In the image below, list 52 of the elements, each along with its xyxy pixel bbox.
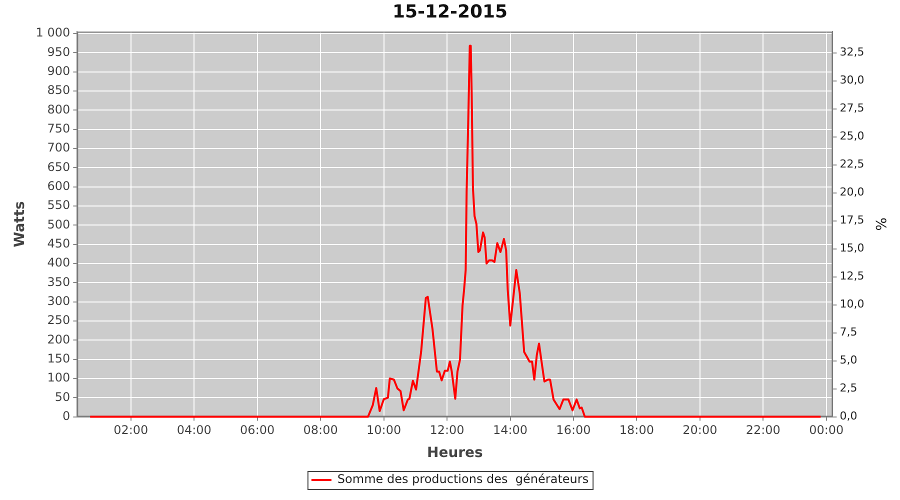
y-tick-label: 750 [47,121,70,136]
y-tick-label: 650 [47,160,70,174]
y-tick-label: 400 [47,256,70,270]
y2-tick-label: 7,5 [840,326,858,339]
y2-axis-title: % [872,218,888,231]
y-tick-label: 600 [47,178,70,193]
x-tick-label: 16:00 [556,423,591,438]
y-tick-label: 450 [47,236,70,250]
x-tick-label: 04:00 [176,423,212,438]
y-tick-label: 1 000 [36,26,70,40]
y-tick-label: 500 [47,217,70,232]
chart-title: 15-12-2015 [392,1,508,22]
y-tick-label: 100 [47,370,70,385]
x-tick-label: 06:00 [240,423,275,438]
y-tick-label: 250 [47,313,70,328]
x-tick-label: 00:00 [809,423,844,438]
y2-tick-label: 15,0 [840,242,864,255]
y-tick-label: 800 [47,102,70,116]
y2-tick-label: 27,5 [840,102,864,115]
y-tick-label: 700 [47,140,70,155]
y2-tick-label: 25,0 [840,130,864,143]
y2-tick-label: 12,5 [840,270,864,283]
y-tick-label: 900 [47,64,70,78]
x-tick-label: 02:00 [114,423,148,438]
y-tick-label: 950 [47,44,70,59]
y-tick-label: 50 [54,390,70,404]
y-tick-label: 850 [47,83,70,98]
y2-tick-label: 22,5 [840,158,864,171]
x-tick-label: 10:00 [366,423,402,438]
y-tick-label: 150 [47,351,70,366]
y-tick-label: 350 [47,274,70,289]
y2-tick-label: 32,5 [840,46,864,59]
y-tick-label: 200 [47,332,70,346]
y2-tick-label: 10,0 [840,298,864,311]
y-tick-label: 0 [62,408,70,423]
y2-tick-label: 0,0 [840,410,858,423]
legend-label: Somme des productions des générateurs [337,472,589,486]
x-tick-label: 20:00 [682,423,718,438]
x-tick-label: 18:00 [619,423,654,438]
x-axis-title: Heures [426,445,483,462]
x-tick-label: 12:00 [430,423,464,438]
x-tick-label: 14:00 [492,423,528,438]
y2-tick-label: 2,5 [840,382,858,395]
x-tick-label: 22:00 [746,423,780,438]
x-tick-label: 08:00 [303,423,338,438]
y2-tick-label: 17,5 [840,214,864,227]
y2-tick-label: 30,0 [840,74,864,87]
y-tick-label: 550 [47,198,70,212]
y2-tick-label: 5,0 [840,354,858,367]
y-tick-label: 300 [47,294,70,308]
y2-tick-label: 20,0 [840,186,864,199]
y-axis-title: Watts [12,201,28,248]
